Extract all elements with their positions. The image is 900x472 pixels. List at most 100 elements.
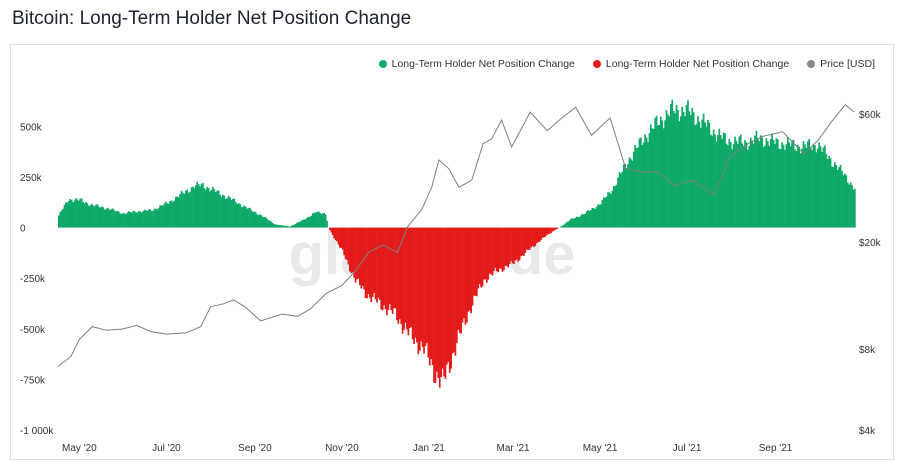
bar-positive — [707, 119, 709, 228]
bar-positive — [256, 214, 258, 228]
bar-negative — [488, 227, 491, 274]
bar-negative — [404, 227, 407, 323]
bar-positive — [594, 209, 597, 228]
bar-negative — [474, 227, 477, 296]
bar-positive — [316, 212, 318, 228]
legend-item-lth-positive[interactable]: Long-Term Holder Net Position Change — [378, 58, 575, 70]
bar-positive — [705, 126, 708, 228]
bar-positive — [776, 139, 779, 228]
bar-negative — [471, 227, 474, 306]
y-left-tick-label: -500k — [20, 325, 46, 336]
bar-negative — [453, 227, 455, 353]
bar-positive — [571, 218, 574, 228]
bar-positive — [602, 197, 605, 228]
bar-positive — [264, 217, 267, 228]
bar-positive — [691, 107, 694, 228]
bar-positive — [684, 116, 686, 228]
bar-negative — [421, 227, 424, 348]
bar-negative — [431, 227, 434, 366]
bar-positive — [174, 196, 177, 228]
bar-negative — [353, 227, 355, 278]
bar-negative — [396, 227, 398, 321]
bar-positive — [276, 224, 278, 228]
legend-label: Long-Term Holder Net Position Change — [391, 58, 575, 70]
bar-positive — [242, 207, 244, 228]
bar-negative — [514, 227, 517, 261]
bar-positive — [795, 151, 798, 228]
bar-negative — [373, 227, 375, 294]
bar-negative — [401, 227, 404, 334]
bar-positive — [608, 192, 611, 228]
bar-negative — [333, 227, 336, 239]
bar-positive — [671, 99, 674, 228]
bar-positive — [182, 192, 184, 228]
bar-positive — [162, 205, 164, 228]
x-tick-label: Sep '21 — [759, 443, 793, 454]
bar-positive — [742, 145, 745, 228]
bar-positive — [119, 213, 122, 228]
legend-item-lth-negative[interactable]: Long-Term Holder Net Position Change — [592, 58, 789, 70]
bar-positive — [224, 198, 227, 228]
bar-negative — [420, 227, 423, 342]
legend-dot-gray-icon — [807, 60, 816, 68]
bar-positive — [627, 164, 629, 228]
bar-positive — [179, 194, 181, 228]
bar-positive — [103, 209, 106, 228]
bar-negative — [383, 227, 385, 306]
bar-positive — [577, 216, 579, 228]
bar-negative — [557, 227, 559, 229]
bar-negative — [500, 227, 502, 269]
bar-positive — [581, 214, 584, 228]
bar-negative — [457, 227, 460, 330]
legend-item-price[interactable]: Price [USD] — [807, 58, 875, 70]
bar-negative — [414, 227, 417, 338]
bar-positive — [89, 205, 92, 228]
bar-positive — [204, 189, 207, 228]
bar-positive — [137, 211, 140, 228]
bar-positive — [324, 214, 327, 228]
bar-positive — [189, 191, 191, 228]
x-tick-label: May '21 — [583, 443, 618, 454]
y-right-tick-label: $60k — [859, 110, 882, 121]
bar-positive — [240, 206, 243, 228]
bar-negative — [397, 227, 400, 324]
bar-positive — [90, 203, 93, 228]
bar-negative — [381, 227, 384, 311]
bar-positive — [612, 186, 615, 228]
bar-negative — [341, 227, 344, 250]
bar-positive — [721, 138, 724, 228]
bar-negative — [387, 227, 390, 310]
bar-negative — [461, 227, 464, 323]
bar-positive — [775, 138, 778, 228]
bar-positive — [628, 157, 631, 228]
bar-negative — [454, 227, 457, 356]
bar-positive — [642, 142, 645, 228]
bar-positive — [209, 191, 211, 228]
bar-positive — [735, 140, 738, 228]
bar-positive — [842, 175, 845, 228]
bar-positive — [794, 149, 796, 228]
bar-negative — [490, 227, 492, 275]
bar-negative — [388, 227, 391, 305]
bar-positive — [261, 216, 264, 228]
bar-negative — [364, 227, 367, 298]
bar-negative — [518, 227, 521, 261]
bar-negative — [468, 227, 471, 311]
bar-negative — [356, 227, 358, 280]
bar-positive — [799, 153, 802, 228]
bar-positive — [757, 138, 759, 228]
bar-positive — [600, 204, 602, 228]
bar-positive — [712, 129, 715, 228]
bar-positive — [307, 216, 310, 228]
bar-positive — [771, 133, 773, 228]
bar-positive — [699, 127, 702, 228]
bar-positive — [614, 185, 617, 228]
bar-negative — [426, 227, 428, 343]
bar-positive — [136, 212, 139, 228]
bar-positive — [93, 206, 96, 228]
bar-negative — [501, 227, 504, 272]
bar-positive — [157, 208, 160, 228]
bar-positive — [701, 119, 704, 228]
bar-positive — [199, 186, 201, 228]
bar-positive — [631, 160, 634, 228]
